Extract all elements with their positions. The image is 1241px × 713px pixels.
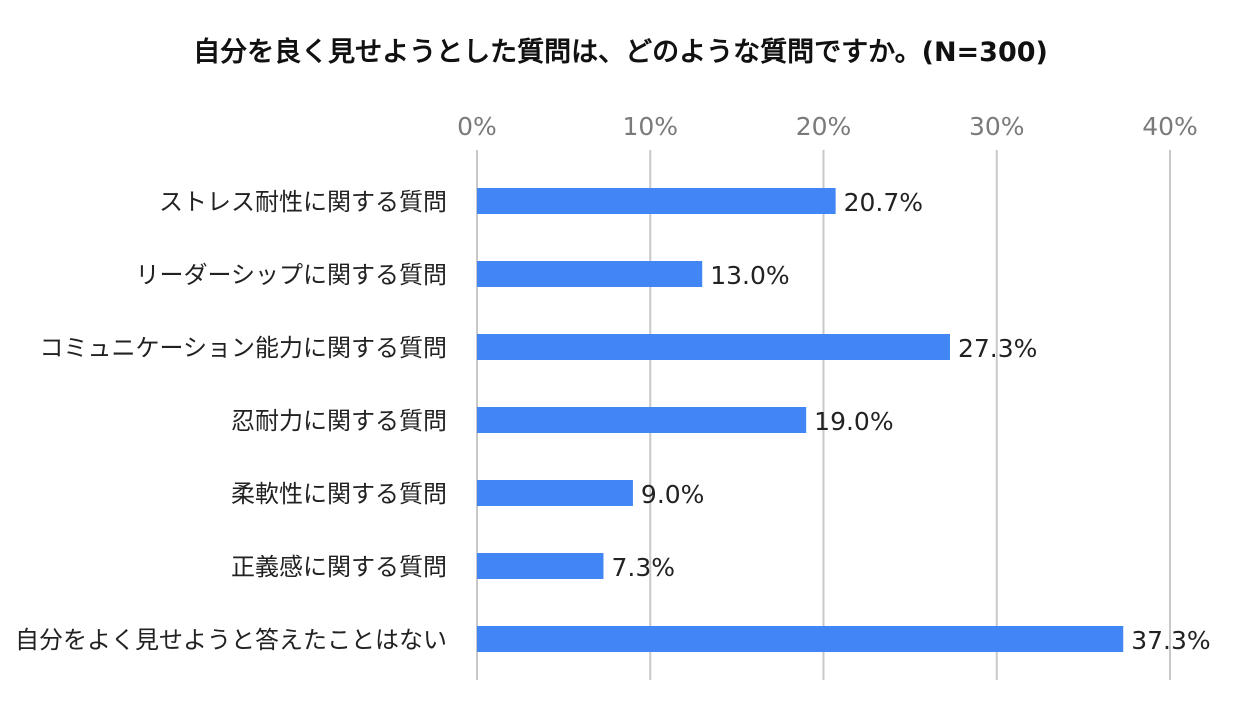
data-label: 13.0%	[710, 261, 789, 290]
bar	[477, 626, 1124, 652]
category-label: 忍耐力に関する質問	[231, 407, 447, 435]
data-label: 19.0%	[814, 407, 893, 436]
bar	[477, 188, 836, 214]
x-axis-ticks: 0% 10% 20% 30% 40%	[457, 112, 1198, 141]
data-label: 27.3%	[958, 334, 1037, 363]
x-tick-label: 20%	[796, 112, 852, 141]
x-tick-label: 10%	[622, 112, 678, 141]
data-label: 20.7%	[844, 188, 923, 217]
data-labels: 20.7% 13.0% 27.3% 19.0% 9.0% 7.3% 37.3%	[611, 188, 1210, 655]
category-labels: ストレス耐性に関する質問リーダーシップに関する質問コミュニケーション能力に関する…	[15, 188, 447, 654]
bar	[477, 480, 633, 506]
category-label: ストレス耐性に関する質問	[159, 188, 447, 216]
data-label: 9.0%	[641, 480, 705, 509]
x-tick-label: 40%	[1142, 112, 1198, 141]
category-label: 柔軟性に関する質問	[231, 480, 447, 508]
category-label: 自分をよく見せようと答えたことはない	[15, 626, 447, 654]
bars	[477, 188, 1124, 652]
category-label: 正義感に関する質問	[231, 553, 447, 581]
x-tick-label: 30%	[969, 112, 1025, 141]
bar	[477, 407, 807, 433]
bar	[477, 553, 604, 579]
category-label: コミュニケーション能力に関する質問	[39, 334, 447, 362]
x-tick-label: 0%	[457, 112, 497, 141]
chart-title: 自分を良く見せようとした質問は、どのような質問ですか。(N=300)	[193, 37, 1048, 68]
data-label: 37.3%	[1131, 626, 1210, 655]
bar	[477, 334, 950, 360]
bar	[477, 261, 703, 287]
category-label: リーダーシップに関する質問	[135, 261, 447, 289]
data-label: 7.3%	[611, 553, 675, 582]
